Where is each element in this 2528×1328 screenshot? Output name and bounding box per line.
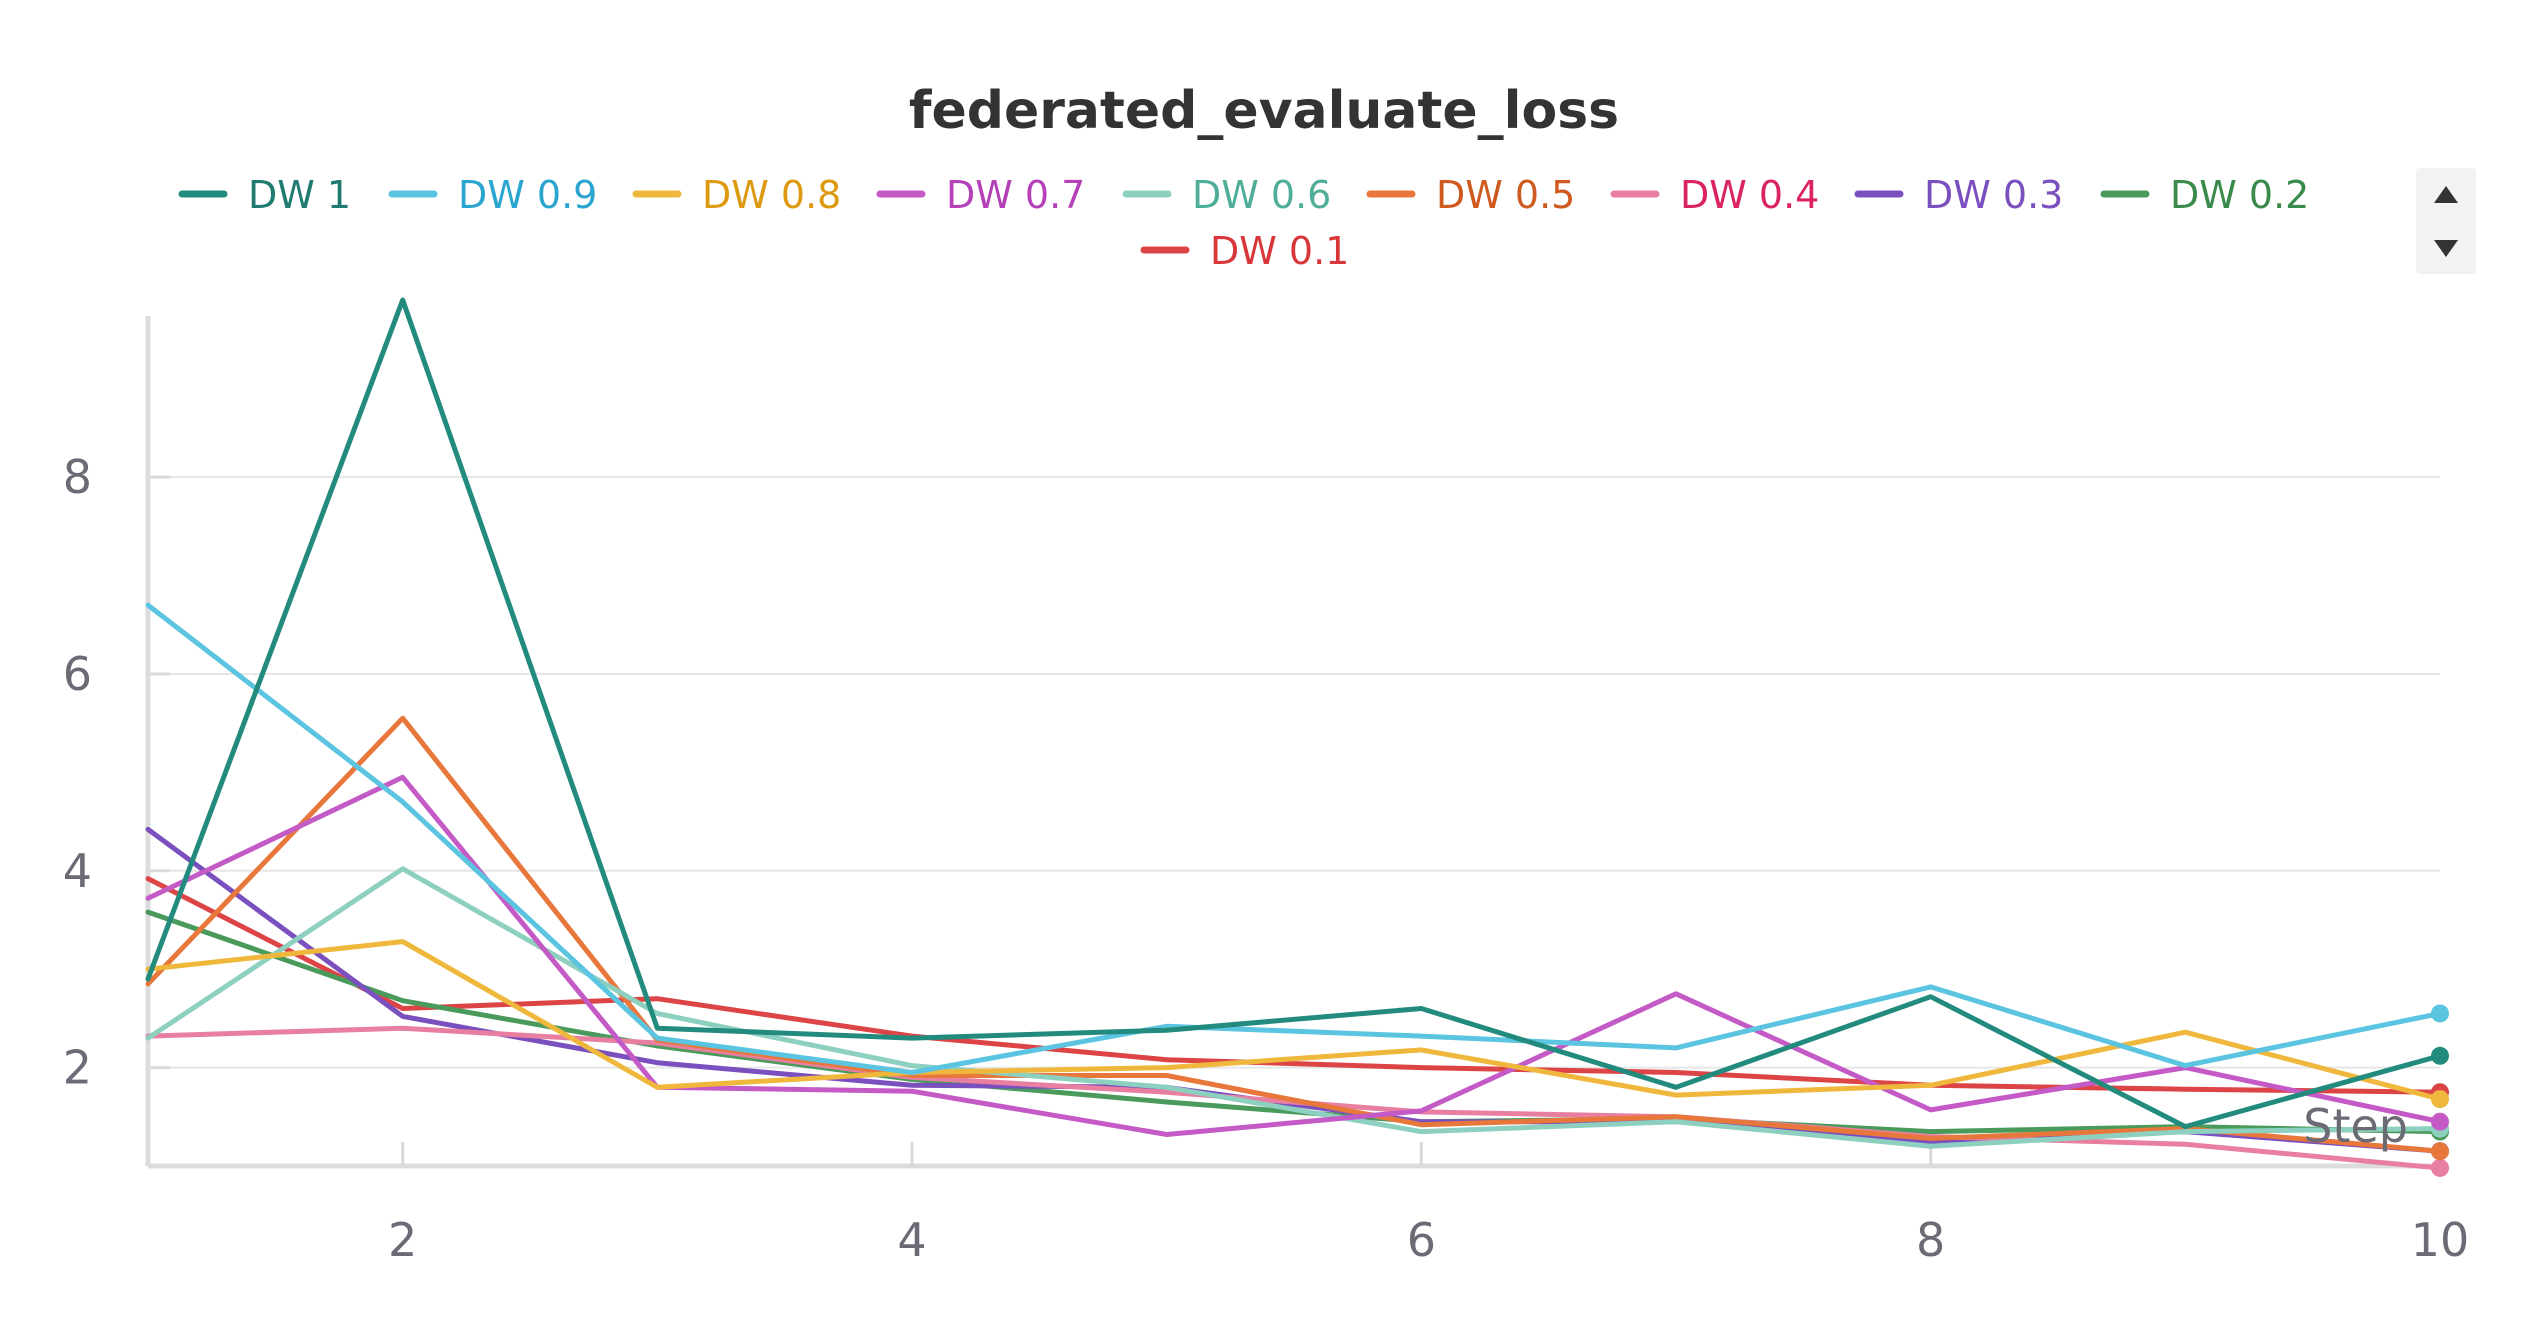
triangle-up-icon — [2434, 186, 2458, 203]
legend-label: DW 0.7 — [946, 173, 1085, 217]
chart-title: federated_evaluate_loss — [909, 81, 1619, 141]
series-line — [145, 297, 2443, 1130]
legend-item[interactable]: DW 0.9 — [388, 173, 597, 217]
series-line — [145, 602, 2443, 1075]
legend-item[interactable]: DW 0.2 — [2100, 173, 2309, 217]
legend-item[interactable]: DW 0.3 — [1854, 173, 2063, 217]
series-end-point — [2431, 1090, 2449, 1109]
legend-label: DW 0.1 — [1210, 229, 1349, 273]
series-line — [145, 939, 2443, 1102]
y-tick-label: 2 — [63, 1041, 92, 1095]
legend-item[interactable]: DW 0.8 — [632, 173, 841, 217]
legend-label: DW 0.9 — [458, 173, 597, 217]
triangle-down-icon — [2434, 240, 2458, 257]
x-tick-label: 10 — [2411, 1213, 2470, 1267]
series-end-point — [2431, 1142, 2449, 1161]
legend-item[interactable]: DW 0.5 — [1366, 173, 1575, 217]
legend-label: DW 0.8 — [702, 173, 841, 217]
x-tick-label: 4 — [897, 1213, 926, 1267]
x-tick-label: 2 — [388, 1213, 417, 1267]
legend-scroll-down-button[interactable] — [2416, 221, 2476, 274]
legend-item[interactable]: DW 0.1 — [1140, 229, 1349, 273]
series-end-point — [2431, 1158, 2449, 1177]
legend-scroll-control — [2416, 168, 2476, 274]
x-axis-label: Step — [2303, 1099, 2408, 1153]
legend-label: DW 0.4 — [1680, 173, 1819, 217]
y-tick-label: 8 — [63, 450, 92, 504]
legend-item[interactable]: DW 0.4 — [1610, 173, 1819, 217]
legend-label: DW 0.5 — [1436, 173, 1575, 217]
x-tick-label: 6 — [1407, 1213, 1436, 1267]
series-line — [145, 715, 2443, 1154]
grid — [148, 476, 2440, 1069]
axes: 2 4 6 8 2 4 6 8 10 — [63, 316, 2470, 1267]
series-line — [145, 866, 2443, 1149]
series-lines — [145, 297, 2449, 1177]
series-end-point — [2431, 1004, 2449, 1023]
legend: DW 1 DW 0.9 DW 0.8 DW 0.7 DW 0.6 DW 0.5 DW 0.4… — [178, 173, 2309, 273]
series-end-point — [2431, 1112, 2449, 1131]
y-tick-label: 6 — [63, 647, 92, 701]
x-tick-label: 8 — [1916, 1213, 1945, 1267]
legend-scroll-up-button[interactable] — [2416, 168, 2476, 221]
y-tick-label: 4 — [63, 844, 92, 898]
legend-item[interactable]: DW 0.6 — [1122, 173, 1331, 217]
legend-label: DW 0.2 — [2170, 173, 2309, 217]
legend-label: DW 0.3 — [1924, 173, 2063, 217]
legend-item[interactable]: DW 1 — [178, 173, 351, 217]
series-end-point — [2431, 1046, 2449, 1065]
series-line — [145, 774, 2443, 1137]
legend-item[interactable]: DW 0.7 — [876, 173, 1085, 217]
legend-label: DW 0.6 — [1192, 173, 1331, 217]
legend-label: DW 1 — [248, 173, 351, 217]
